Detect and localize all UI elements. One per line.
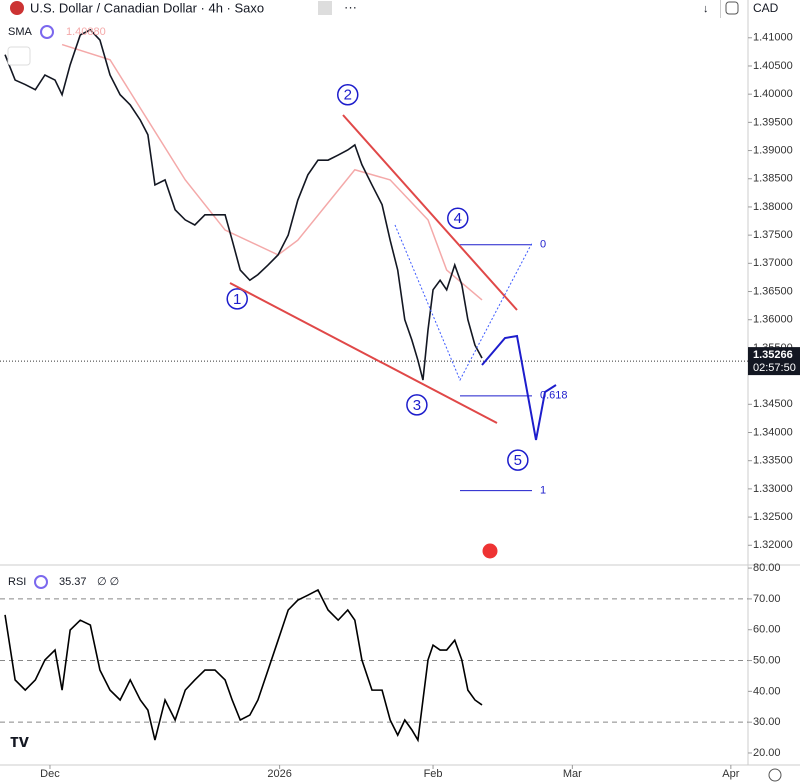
header-bg (0, 0, 370, 18)
currency[interactable]: CAD (753, 1, 779, 15)
y-tick-label: 1.40500 (753, 60, 793, 72)
fullscreen-btn[interactable] (725, 1, 739, 15)
y-tick-label: 1.34000 (753, 426, 793, 438)
logo: ᴛᴠ (10, 731, 29, 751)
sma-label: SMA (8, 26, 33, 38)
trendline (342, 114, 518, 311)
y-tick-label: 1.38500 (753, 173, 793, 185)
events-icon[interactable] (481, 542, 499, 560)
last-price-box (748, 347, 800, 376)
wave-label: 2 (344, 87, 352, 104)
wave-label: 5 (514, 452, 522, 469)
y-tick-label: 70.00 (753, 593, 781, 605)
last-price: 1.35266 (753, 349, 793, 361)
rsi-value: 35.37 (59, 576, 87, 588)
series-line (61, 43, 483, 301)
rsi-label: RSI (8, 576, 26, 588)
wave-label: 4 (454, 210, 462, 227)
y-tick-label: 1.38000 (753, 201, 793, 213)
wave-label: 1 (233, 291, 241, 308)
fib-label: 0.618 (540, 390, 568, 402)
rsi-extra: ∅ ∅ (97, 576, 119, 588)
x-tick-label: Apr (722, 768, 739, 780)
trendline (229, 282, 498, 424)
y-tick-label: 1.36000 (753, 314, 793, 326)
plot: Dec 2026 Feb Mar Apr 1.41000 1.40500 1.40000 1.3… (0, 28, 800, 780)
sma-value: 1.40880 (66, 26, 106, 38)
flag-icon (10, 1, 24, 15)
y-tick-label: 30.00 (753, 716, 781, 728)
wave-circle (447, 207, 469, 229)
y-tick-label: 1.39500 (753, 116, 793, 128)
wave-circle (226, 288, 248, 310)
fib-label: 0 (540, 239, 546, 251)
settings-btn[interactable] (768, 768, 782, 782)
wave-label: 3 (413, 397, 421, 414)
sma-icon (40, 25, 54, 39)
x-tick-label: 2026 (267, 768, 291, 780)
fib-helper (394, 224, 533, 382)
x-tick-label: Dec (40, 768, 60, 780)
wave-circle (507, 449, 529, 471)
y-tick-label: 1.37000 (753, 257, 793, 269)
y-tick-label: 1.32000 (753, 539, 793, 551)
y-tick-label: 50.00 (753, 654, 781, 666)
rsi-icon (34, 575, 48, 589)
y-tick-label: 40.00 (753, 685, 781, 697)
y-tick-label: 1.32500 (753, 511, 793, 523)
collapse-btn[interactable] (7, 46, 31, 66)
menu-dots[interactable]: ··· (344, 0, 357, 14)
wave-circle (337, 83, 359, 106)
wave-circle (406, 394, 428, 416)
series-line (4, 28, 483, 381)
symbol-title: U.S. Dollar / Canadian Dollar · 4h · Sax… (30, 0, 264, 15)
compare-btn[interactable] (318, 1, 332, 15)
y-tick-label: 20.00 (753, 747, 781, 759)
x-tick-label: Mar (563, 768, 582, 780)
y-tick-label: 60.00 (753, 624, 781, 636)
fib-label: 1 (540, 484, 546, 496)
series-line (4, 588, 483, 743)
y-tick-label: 1.39000 (753, 144, 793, 156)
y-tick-label: 1.40000 (753, 88, 793, 100)
projection (481, 334, 557, 441)
y-tick-label: 1.34500 (753, 398, 793, 410)
y-tick-label: 1.36500 (753, 285, 793, 297)
y-tick-label: 1.37500 (753, 229, 793, 241)
y-tick-label: 1.33500 (753, 455, 793, 467)
countdown: 02:57:50 (753, 362, 796, 374)
y-tick-label: 80.00 (753, 562, 781, 574)
x-tick-label: Feb (424, 768, 443, 780)
down-btn[interactable]: ↓ (703, 3, 709, 15)
y-tick-label: 1.41000 (753, 32, 793, 44)
sep (720, 0, 721, 18)
y-tick-label: 1.33000 (753, 483, 793, 495)
